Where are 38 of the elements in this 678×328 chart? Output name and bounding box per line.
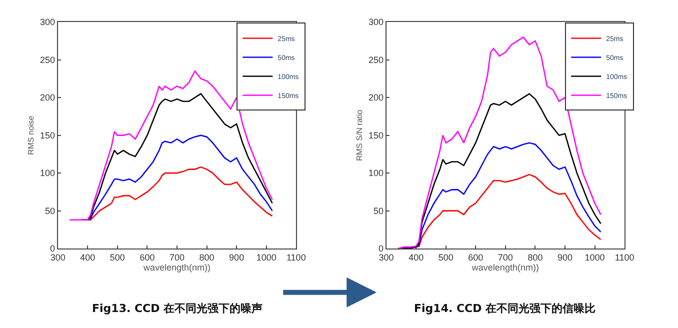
y-axis-title: RMS S/N ratio [355,109,364,161]
y-axis-title: RMS noise [26,115,36,155]
x-axis-title: wavelength(nm)) [470,262,539,272]
y-tick-label: 200 [368,92,384,103]
x-tick-label: 400 [80,252,96,262]
line-series [398,36,602,249]
y-tick-label: 300 [40,17,56,28]
x-tick-label: 400 [408,252,424,262]
y-tick-label: 300 [368,17,384,28]
y-tick-label: 50 [373,206,384,216]
y-tick-label: 50 [45,206,56,216]
x-tick-label: 900 [557,252,573,262]
x-axis-title: wavelength(nm)) [142,262,211,272]
x-tick-label: 600 [140,252,155,262]
y-tick-label: 150 [368,130,384,140]
x-tick-label: 1000 [256,252,276,262]
x-tick-label: 600 [468,252,484,262]
x-tick-label: 500 [438,252,454,262]
x-tick-label: 800 [528,252,543,262]
x-tick-label: 1100 [614,252,634,262]
x-tick-label: 1000 [584,252,605,262]
x-tick-label: 700 [498,252,513,262]
y-tick-label: 250 [40,54,56,65]
x-tick-label: 900 [229,252,244,262]
y-tick-label: 150 [40,130,56,140]
x-tick-label: 500 [110,252,125,262]
y-tick-label: 250 [368,54,384,65]
x-tick-label: 700 [169,252,185,262]
y-tick-label: 0 [378,244,384,254]
y-tick-label: 0 [50,244,56,254]
y-tick-label: 100 [368,168,384,178]
line-series [69,70,273,221]
x-tick-label: 800 [199,252,214,262]
y-tick-label: 200 [40,92,56,103]
x-tick-label: 1100 [286,252,306,262]
caption: Fig13. CCD 在不同光强下的噪声 [92,302,263,315]
y-tick-label: 100 [40,168,56,178]
caption: Fig14. CCD 在不同光强下的信噪比 [414,302,596,315]
